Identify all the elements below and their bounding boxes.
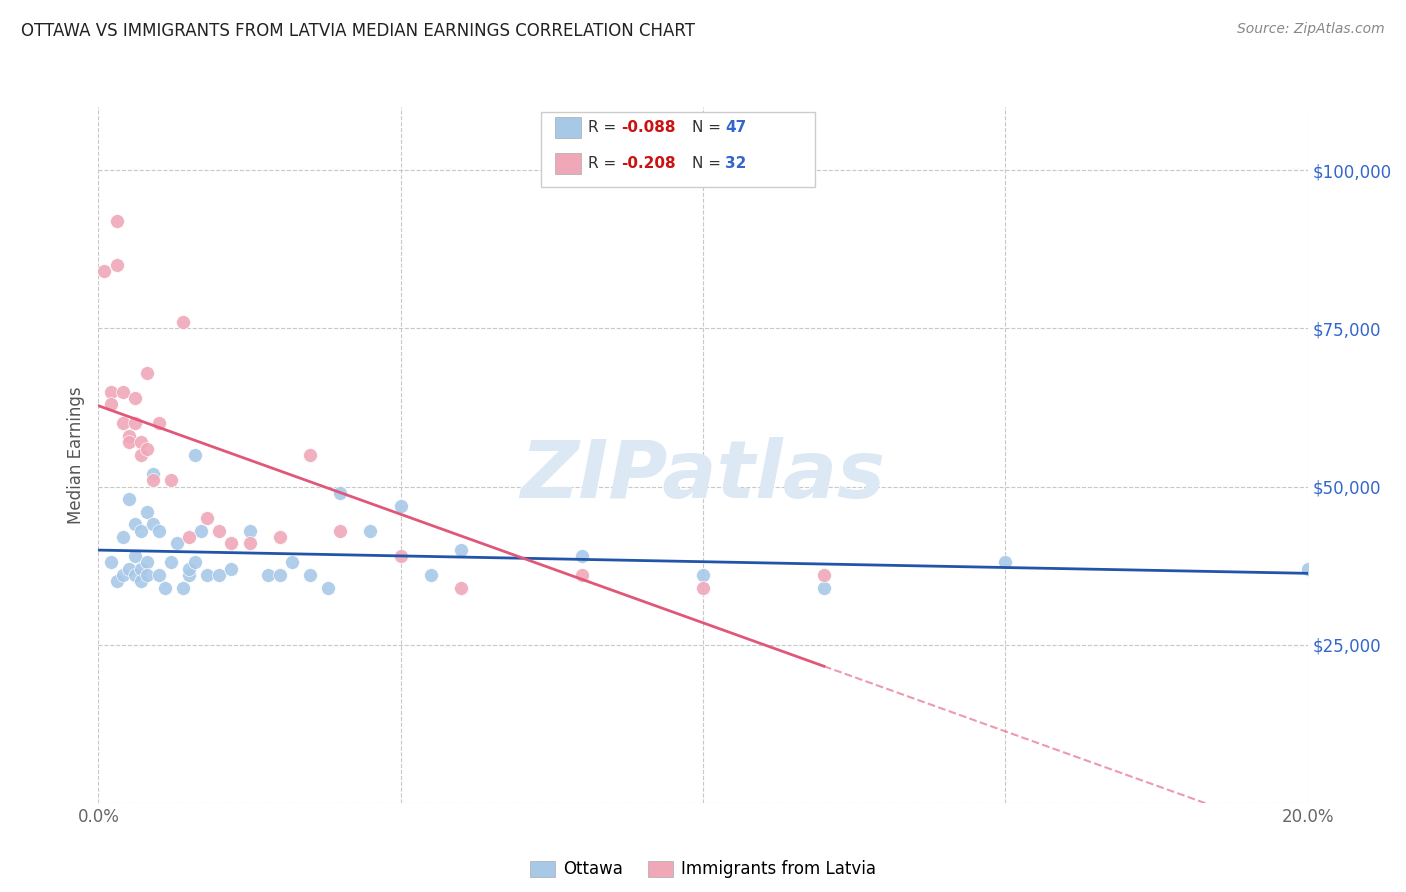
Point [129,435,152,450]
Text: ZIPatlas: ZIPatlas [520,437,886,515]
Point [389,499,412,513]
Point [124,391,146,405]
Point [100,556,122,570]
Text: -0.088: -0.088 [621,120,676,135]
Text: OTTAWA VS IMMIGRANTS FROM LATVIA MEDIAN EARNINGS CORRELATION CHART: OTTAWA VS IMMIGRANTS FROM LATVIA MEDIAN … [21,22,695,40]
Point [450,542,472,557]
Point [172,315,194,329]
Point [135,366,157,380]
Text: -0.208: -0.208 [621,156,676,170]
Point [195,568,218,582]
Text: N =: N = [692,120,725,135]
Point [166,536,188,550]
Point [692,568,714,582]
Point [299,568,322,582]
Point [124,517,146,532]
Point [148,524,170,538]
Point [100,397,122,411]
Point [142,467,165,481]
Text: R =: R = [588,120,621,135]
Text: 32: 32 [725,156,747,170]
Point [93,264,115,278]
Legend: Ottawa, Immigrants from Latvia: Ottawa, Immigrants from Latvia [523,854,883,885]
Point [153,581,176,595]
Point [420,568,443,582]
Point [450,581,472,595]
Point [172,581,194,595]
Point [239,524,262,538]
Point [100,384,122,399]
Point [142,473,165,487]
Point [239,536,262,550]
Point [135,505,157,519]
Text: Source: ZipAtlas.com: Source: ZipAtlas.com [1237,22,1385,37]
Point [360,524,382,538]
Point [179,568,201,582]
Point [813,568,835,582]
Point [329,486,352,500]
Y-axis label: Median Earnings: Median Earnings [67,386,86,524]
Point [118,492,141,507]
Point [111,530,134,544]
Point [160,556,183,570]
Point [124,568,146,582]
Point [329,524,352,538]
Point [129,562,152,576]
Point [190,524,212,538]
Point [160,473,183,487]
Point [184,556,207,570]
Point [179,562,201,576]
Point [179,530,201,544]
Point [129,448,152,462]
Text: N =: N = [692,156,725,170]
Point [571,549,593,563]
Point [105,214,128,228]
Point [118,429,141,443]
Point [571,568,593,582]
Point [105,258,128,272]
Point [124,549,146,563]
Point [389,549,412,563]
Point [135,442,157,456]
Point [281,556,304,570]
Point [299,448,322,462]
Point [221,536,243,550]
Point [221,562,243,576]
Text: 47: 47 [725,120,747,135]
Point [111,568,134,582]
Point [148,568,170,582]
Point [994,556,1017,570]
Point [208,524,231,538]
Point [129,524,152,538]
Point [135,556,157,570]
Point [269,568,291,582]
Point [813,581,835,595]
Point [256,568,278,582]
Point [316,581,339,595]
Point [111,384,134,399]
Point [118,562,141,576]
Point [269,530,291,544]
Point [142,517,165,532]
Point [105,574,128,589]
Point [111,417,134,431]
Point [195,511,218,525]
Point [124,417,146,431]
Text: R =: R = [588,156,621,170]
Point [135,568,157,582]
Point [148,417,170,431]
Point [118,435,141,450]
Point [1296,562,1319,576]
Point [129,574,152,589]
Point [692,581,714,595]
Point [208,568,231,582]
Point [184,448,207,462]
